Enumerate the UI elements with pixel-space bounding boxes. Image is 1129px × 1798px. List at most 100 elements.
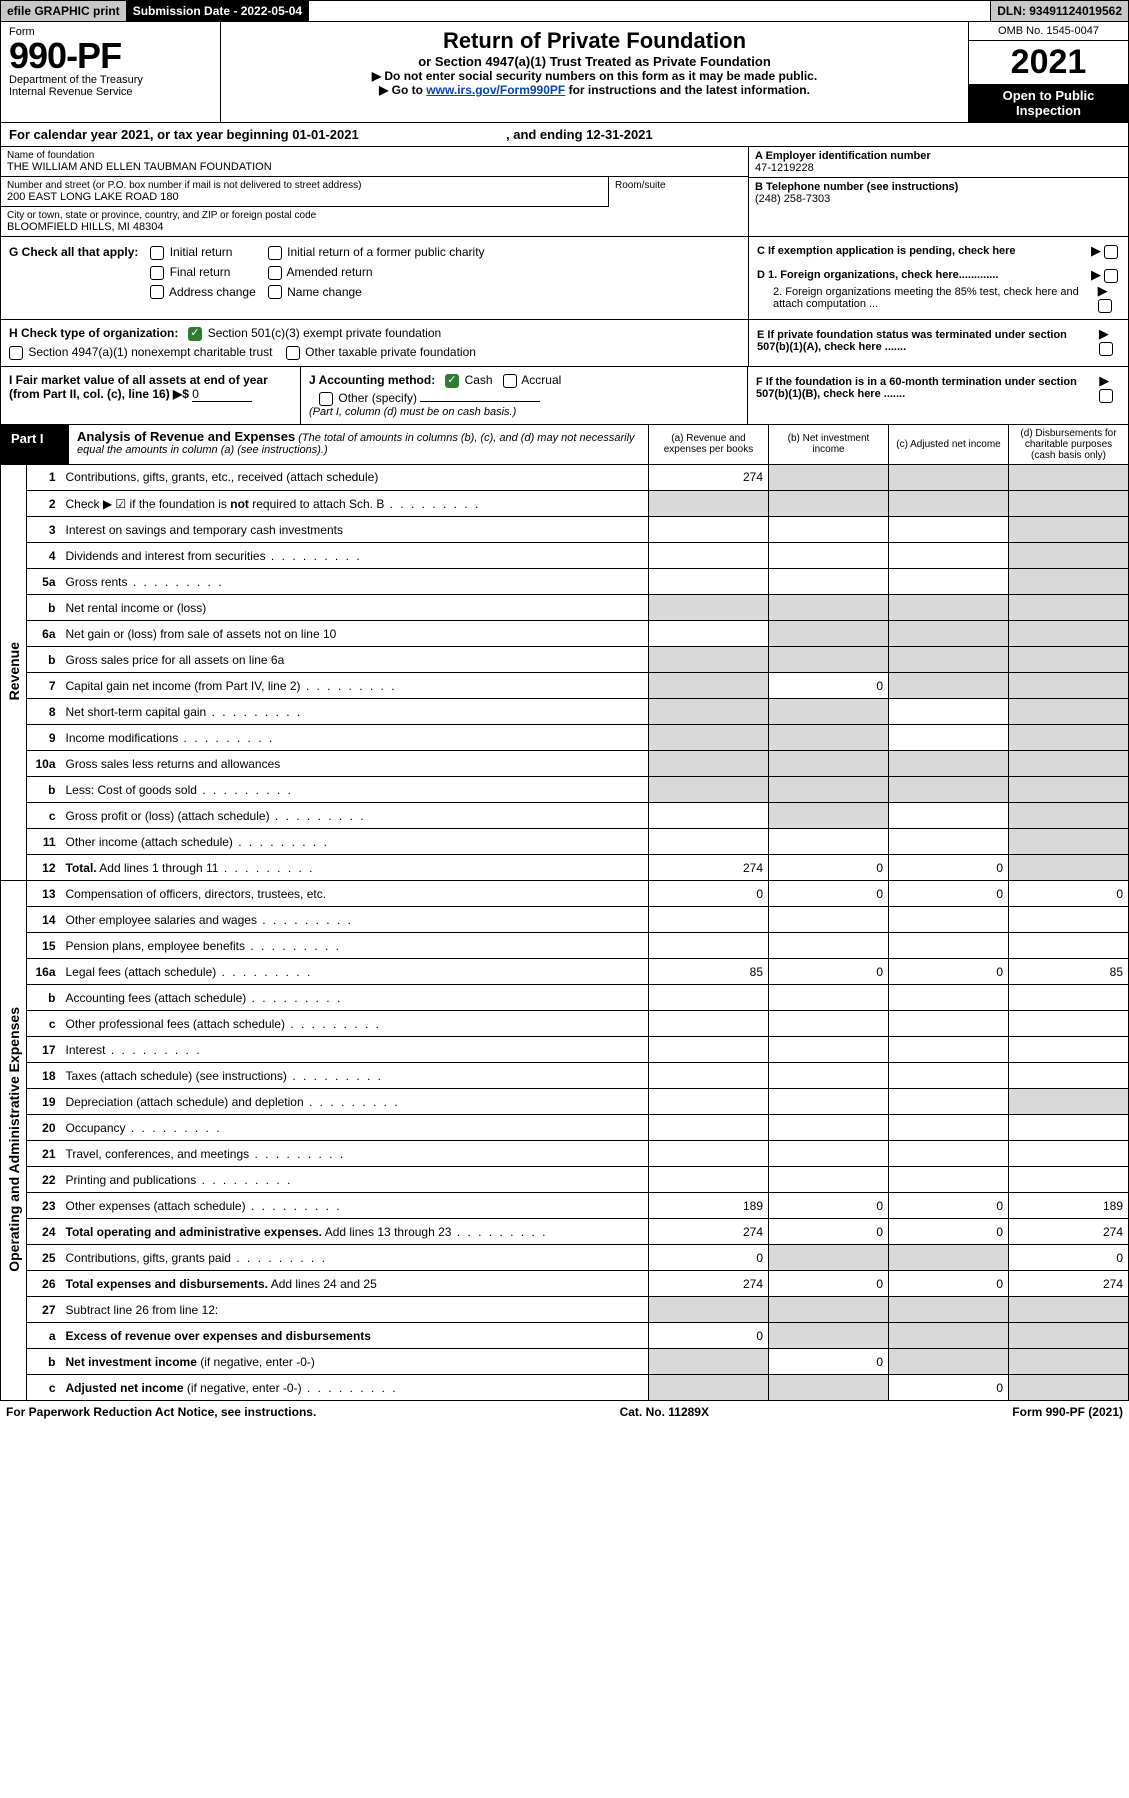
row-desc: Contributions, gifts, grants paid xyxy=(61,1245,649,1271)
cell-value xyxy=(889,985,1009,1011)
cell-gray xyxy=(769,491,889,517)
cell-value xyxy=(889,1141,1009,1167)
cell-value xyxy=(889,1115,1009,1141)
cell-value: 0 xyxy=(769,881,889,907)
cell-gray xyxy=(769,1297,889,1323)
opt-namechange: Name change xyxy=(287,285,362,299)
row-desc: Legal fees (attach schedule) xyxy=(61,959,649,985)
cell-value xyxy=(769,1141,889,1167)
cell-value xyxy=(649,933,769,959)
chk-other-method[interactable] xyxy=(319,392,333,406)
g-check-block: G Check all that apply: Initial return F… xyxy=(1,237,748,319)
name-label: Name of foundation xyxy=(7,150,742,161)
city-cell: City or town, state or province, country… xyxy=(1,207,748,236)
city: BLOOMFIELD HILLS, MI 48304 xyxy=(7,221,742,233)
col-c: (c) Adjusted net income xyxy=(888,425,1008,464)
row-desc: Other income (attach schedule) xyxy=(61,829,649,855)
right-c-d: C If exemption application is pending, c… xyxy=(748,237,1128,319)
cell-value: 189 xyxy=(649,1193,769,1219)
cell-value: 274 xyxy=(649,855,769,881)
part1-table: Revenue1Contributions, gifts, grants, et… xyxy=(0,465,1129,1402)
row-num: 5a xyxy=(27,569,61,595)
address: 200 EAST LONG LAKE ROAD 180 xyxy=(7,191,602,203)
cell-gray xyxy=(1009,803,1129,829)
chk-name-change[interactable] xyxy=(268,285,282,299)
ein: 47-1219228 xyxy=(755,162,1122,174)
section-tab: Operating and Administrative Expenses xyxy=(1,881,27,1401)
cell-value xyxy=(769,517,889,543)
form-number: 990-PF xyxy=(9,38,212,74)
chk-initial-return[interactable] xyxy=(150,246,164,260)
opt-address: Address change xyxy=(169,285,256,299)
cell-gray xyxy=(889,673,1009,699)
row-desc: Total. Add lines 1 through 11 xyxy=(61,855,649,881)
row-desc: Net investment income (if negative, ente… xyxy=(61,1349,649,1375)
addr-label: Number and street (or P.O. box number if… xyxy=(7,180,602,191)
cell-value xyxy=(1009,1115,1129,1141)
j-accrual: Accrual xyxy=(521,373,561,387)
irs-link[interactable]: www.irs.gov/Form990PF xyxy=(426,83,565,97)
chk-d1[interactable] xyxy=(1104,269,1118,283)
chk-address-change[interactable] xyxy=(150,285,164,299)
cell-value xyxy=(889,1011,1009,1037)
cell-value xyxy=(1009,1037,1129,1063)
row-desc: Net rental income or (loss) xyxy=(61,595,649,621)
row-desc: Taxes (attach schedule) (see instruction… xyxy=(61,1063,649,1089)
chk-accrual[interactable] xyxy=(503,374,517,388)
cell-gray xyxy=(889,621,1009,647)
cell-gray xyxy=(649,777,769,803)
cell-value xyxy=(889,1063,1009,1089)
cell-gray xyxy=(649,1349,769,1375)
row-num: 24 xyxy=(27,1219,61,1245)
row-num: 20 xyxy=(27,1115,61,1141)
row-desc: Net gain or (loss) from sale of assets n… xyxy=(61,621,649,647)
irs: Internal Revenue Service xyxy=(9,86,212,98)
chk-d2[interactable] xyxy=(1098,299,1112,313)
room-cell: Room/suite xyxy=(608,177,748,207)
row-num: 14 xyxy=(27,907,61,933)
row-num: 1 xyxy=(27,465,61,491)
chk-initial-former[interactable] xyxy=(268,246,282,260)
row-num: 2 xyxy=(27,491,61,517)
cell-value xyxy=(769,829,889,855)
cell-gray xyxy=(1009,569,1129,595)
chk-final-return[interactable] xyxy=(150,266,164,280)
chk-amended[interactable] xyxy=(268,266,282,280)
col-d: (d) Disbursements for charitable purpose… xyxy=(1008,425,1128,464)
cell-gray xyxy=(1009,465,1129,491)
cell-value: 0 xyxy=(769,1271,889,1297)
row-num: 12 xyxy=(27,855,61,881)
cell-gray xyxy=(1009,1323,1129,1349)
h1: Section 501(c)(3) exempt private foundat… xyxy=(208,326,441,340)
cell-value: 0 xyxy=(769,673,889,699)
form-title: Return of Private Foundation xyxy=(227,28,962,54)
chk-pending[interactable] xyxy=(1104,245,1118,259)
row-desc: Check ▶ ☑ if the foundation is not requi… xyxy=(61,491,649,517)
chk-501c3[interactable] xyxy=(188,327,202,341)
chk-other-taxable[interactable] xyxy=(286,346,300,360)
cell-value: 274 xyxy=(649,1271,769,1297)
chk-4947[interactable] xyxy=(9,346,23,360)
cell-gray xyxy=(889,647,1009,673)
cell-value xyxy=(649,569,769,595)
cell-value xyxy=(649,1063,769,1089)
cell-value: 0 xyxy=(649,1245,769,1271)
row-desc: Interest on savings and temporary cash i… xyxy=(61,517,649,543)
row-num: 22 xyxy=(27,1167,61,1193)
chk-cash[interactable] xyxy=(445,374,459,388)
row-desc: Gross rents xyxy=(61,569,649,595)
cell-value xyxy=(649,829,769,855)
cell-gray xyxy=(1009,647,1129,673)
chk-f[interactable] xyxy=(1099,389,1113,403)
cell-gray xyxy=(1009,1349,1129,1375)
row-desc: Capital gain net income (from Part IV, l… xyxy=(61,673,649,699)
row-desc: Gross profit or (loss) (attach schedule) xyxy=(61,803,649,829)
chk-e[interactable] xyxy=(1099,342,1113,356)
cell-value: 0 xyxy=(889,881,1009,907)
cell-value xyxy=(889,1037,1009,1063)
cell-gray xyxy=(1009,751,1129,777)
cell-value: 0 xyxy=(769,1193,889,1219)
cell-value xyxy=(769,933,889,959)
cell-gray xyxy=(649,699,769,725)
row-num: 23 xyxy=(27,1193,61,1219)
